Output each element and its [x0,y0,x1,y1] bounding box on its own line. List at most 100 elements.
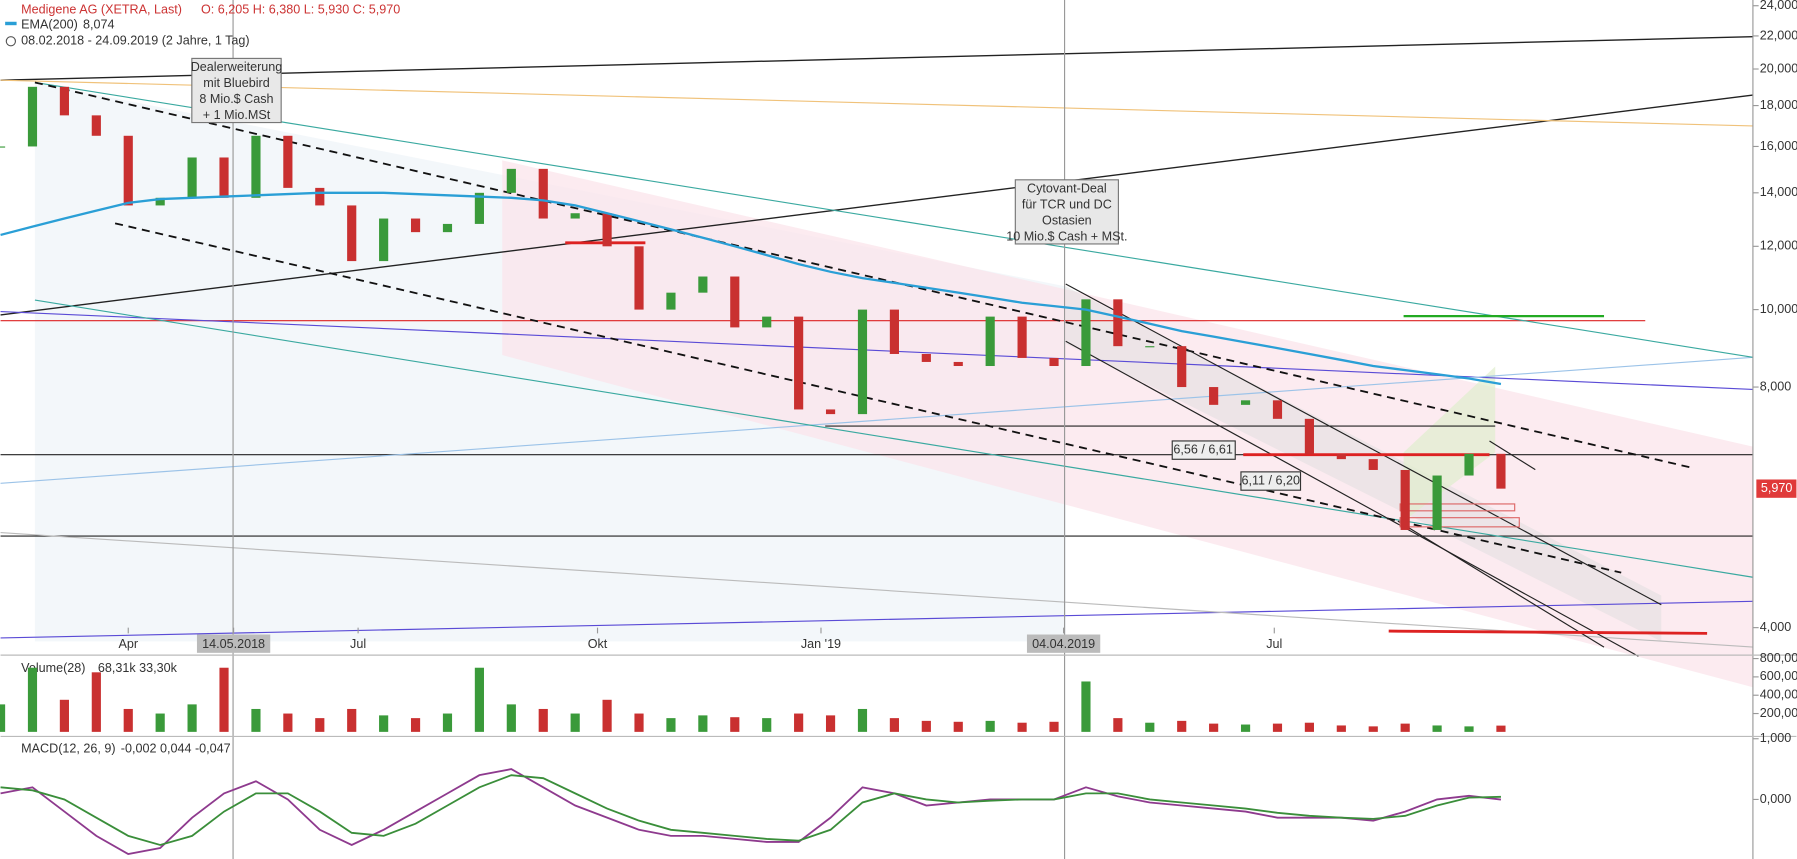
y-tick-label: 4,000 [1760,620,1791,634]
y-tick-label: 20,000 [1760,61,1797,75]
volume-bar [1464,726,1474,732]
annotation-text: 6,11 / 6,20 [1241,473,1300,487]
macd-line [0,768,1502,856]
candle [1272,400,1283,419]
y-tick-label: 400,000 [1760,688,1797,702]
volume-bar [155,713,165,732]
candle [27,86,38,147]
candle [251,135,261,198]
x-tick-highlight [196,634,271,653]
volume-bar [1432,725,1442,732]
volume-bar [1368,726,1378,732]
volume-bar [442,713,453,732]
y-tick-label: 800,000 [1760,651,1797,665]
candle [825,409,836,415]
candle [283,135,293,188]
x-tick-label: Jan '19 [801,637,841,651]
candle [1432,475,1442,530]
volume-bar [123,708,133,732]
ema-value: 8,074 [83,18,114,32]
y-tick-label: 200,000 [1760,706,1797,720]
volume-bar [921,720,931,732]
y-tick-label: 22,000 [1760,28,1797,42]
y-tick-label: 10,000 [1760,302,1797,316]
ema-line [0,191,1502,386]
candle [730,276,740,328]
x-tick-label: Jul [1266,637,1282,651]
volume-label: Volume(28) [21,661,85,675]
volume-bar [762,718,772,732]
annotation: Cytovant-Deal für TCR und DC Ostasien 10… [1006,179,1128,245]
annotation-line: Cytovant-Deal [1027,181,1107,195]
volume-bar [59,699,69,732]
candle [570,213,580,219]
volume-bar [219,667,229,732]
candle [219,157,229,198]
volume-bar [1113,718,1123,732]
candle [1081,299,1091,367]
volume-bar [698,715,708,732]
volume-bar [315,718,325,732]
candle [91,115,101,136]
annotation: Dealerweiterung mit Bluebird 8 Mio.$ Cas… [191,57,282,124]
volume-bar [1209,723,1219,732]
volume-bar [985,720,995,732]
x-tick-label: Okt [588,637,608,651]
annotation: 6,56 / 6,61 6,11 / 6,20 [1171,440,1302,491]
candle [442,223,453,233]
volume-bar [1240,724,1251,732]
candle [1017,316,1027,358]
volume-bar [347,708,357,732]
volume-bar [506,704,516,732]
candle [538,168,548,219]
y-tick-label: 14,000 [1760,185,1797,199]
y-tick-label: 18,000 [1760,98,1797,112]
macd-line [0,774,1501,846]
volume-bar [379,715,389,732]
volume-bar [0,704,6,732]
instrument: Medigene AG (XETRA, Last) [21,3,182,17]
candle [379,218,389,262]
annotation-line: 10 Mio.$ Cash + MSt. [1006,229,1127,243]
candle [634,246,644,310]
volume-bar [889,718,899,732]
date-range: 08.02.2018 - 24.09.2019 (2 Jahre, 1 Tag) [21,34,249,48]
x-tick-label: 14.05.2018 [202,637,265,651]
candle [857,309,868,415]
macd-label: MACD(12, 26, 9) [21,741,115,755]
volume-bar [1017,722,1027,732]
y-tick-label: 16,000 [1760,139,1797,153]
volume-bar [666,718,676,732]
candle [506,168,516,193]
x-tick-label: Apr [118,637,138,651]
candle [59,86,69,116]
candle [155,197,165,206]
volume-bar [1400,723,1410,732]
candle [187,157,197,198]
y-tick-label: 8,000 [1760,379,1791,393]
candle [1113,299,1123,347]
y-tick-label: 24,000 [1760,0,1797,12]
candle [1145,346,1155,348]
volume-readout: 68,31k 33,30k [98,661,178,675]
candle [474,192,484,224]
candle [953,361,963,367]
annotation-text: 6,56 / 6,61 [1173,442,1232,456]
volume-bar [410,718,421,732]
volume-bar [794,713,804,732]
volume-bar [1336,725,1346,732]
ema-label: EMA(200) [21,18,78,32]
y-tick-label: 0,000 [1760,792,1791,806]
candle [1368,459,1378,470]
candle [698,276,708,293]
candle [0,146,6,148]
last-price-tag [1756,479,1797,498]
trendlines [0,0,1754,859]
x-tick-label: Jul [350,637,366,651]
candle [347,205,357,262]
candle [1496,453,1506,489]
candle [666,292,676,310]
annotation-line: Ostasien [1042,213,1092,227]
candle [1209,387,1219,405]
volume-bar [634,713,644,732]
